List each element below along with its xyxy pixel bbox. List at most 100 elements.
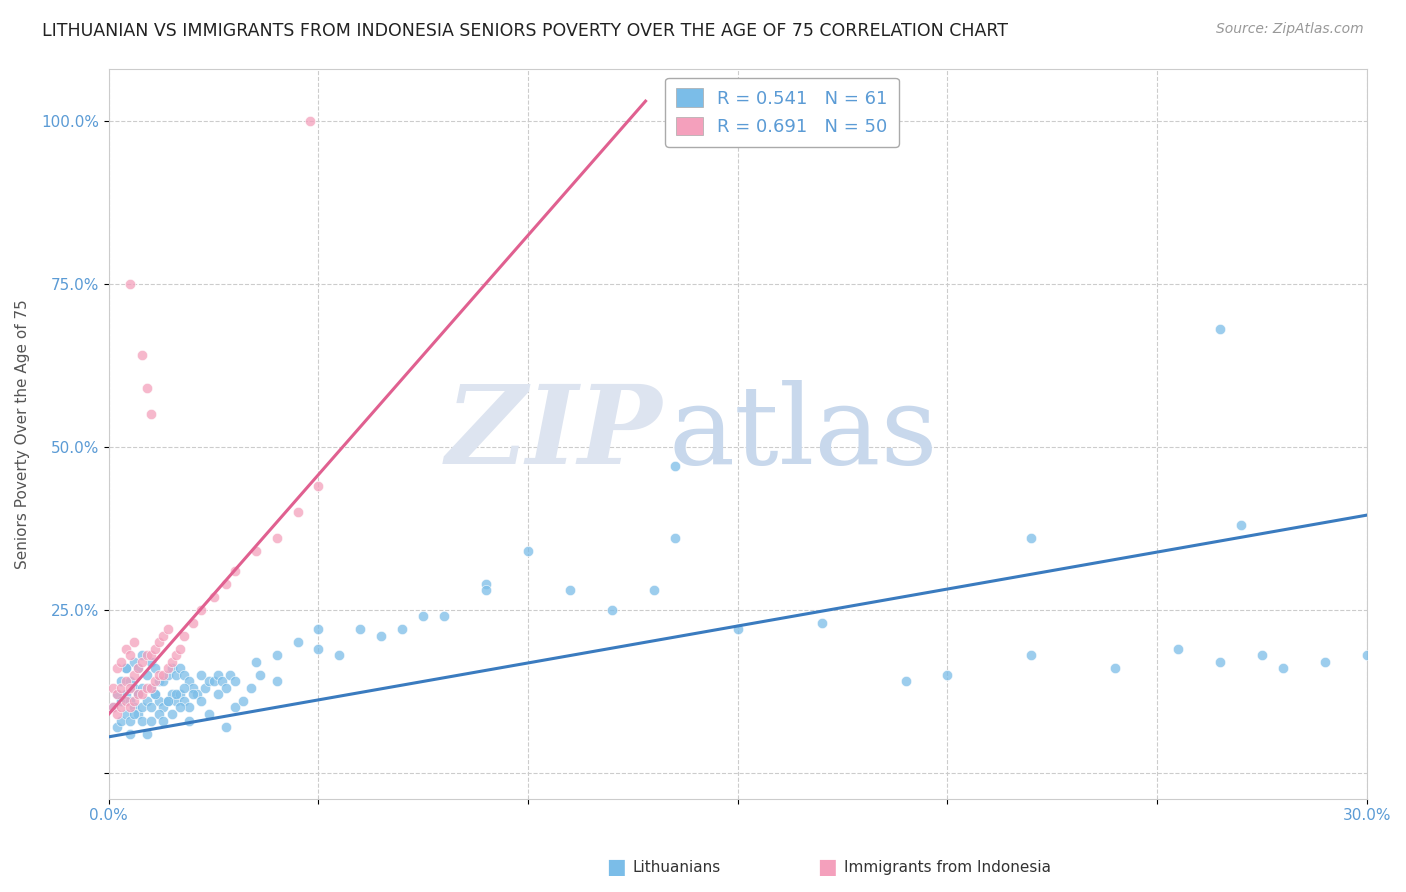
Point bbox=[181, 688, 204, 702]
Point bbox=[1209, 655, 1232, 669]
Point bbox=[215, 681, 238, 695]
Point bbox=[152, 714, 174, 728]
Point bbox=[266, 531, 288, 545]
Point bbox=[110, 694, 132, 708]
Point bbox=[156, 694, 179, 708]
Point bbox=[105, 688, 128, 702]
Point bbox=[287, 635, 309, 649]
Point bbox=[118, 648, 141, 663]
Point bbox=[152, 700, 174, 714]
Point bbox=[122, 655, 145, 669]
Point bbox=[139, 681, 162, 695]
Point bbox=[165, 688, 187, 702]
Point bbox=[127, 661, 149, 675]
Point bbox=[232, 694, 254, 708]
Point bbox=[936, 668, 959, 682]
Point bbox=[475, 576, 498, 591]
Point bbox=[148, 674, 170, 689]
Point bbox=[1209, 322, 1232, 336]
Point bbox=[110, 655, 132, 669]
Point bbox=[1021, 648, 1043, 663]
Point bbox=[664, 459, 686, 474]
Point bbox=[135, 726, 157, 740]
Point bbox=[215, 576, 238, 591]
Point bbox=[148, 668, 170, 682]
Point bbox=[110, 674, 132, 689]
Point bbox=[266, 674, 288, 689]
Text: ■: ■ bbox=[817, 857, 837, 877]
Point bbox=[148, 635, 170, 649]
Text: Immigrants from Indonesia: Immigrants from Indonesia bbox=[844, 860, 1050, 874]
Point bbox=[727, 622, 749, 636]
Point bbox=[114, 706, 136, 721]
Point bbox=[308, 479, 330, 493]
Text: ZIP: ZIP bbox=[446, 380, 662, 487]
Point bbox=[156, 622, 179, 636]
Point bbox=[122, 706, 145, 721]
Point bbox=[287, 505, 309, 519]
Point bbox=[101, 700, 124, 714]
Point bbox=[135, 668, 157, 682]
Point bbox=[110, 714, 132, 728]
Point bbox=[118, 277, 141, 291]
Point bbox=[558, 583, 581, 598]
Point bbox=[143, 641, 166, 656]
Point bbox=[156, 668, 179, 682]
Point bbox=[1355, 648, 1378, 663]
Point bbox=[143, 688, 166, 702]
Point bbox=[1104, 661, 1126, 675]
Point bbox=[181, 681, 204, 695]
Y-axis label: Seniors Poverty Over the Age of 75: Seniors Poverty Over the Age of 75 bbox=[15, 299, 30, 568]
Point bbox=[114, 641, 136, 656]
Point bbox=[169, 688, 191, 702]
Point bbox=[131, 348, 153, 362]
Point bbox=[131, 714, 153, 728]
Point bbox=[152, 668, 174, 682]
Point bbox=[114, 694, 136, 708]
Point bbox=[186, 688, 208, 702]
Text: Source: ZipAtlas.com: Source: ZipAtlas.com bbox=[1216, 22, 1364, 37]
Point bbox=[894, 674, 917, 689]
Point bbox=[190, 602, 212, 616]
Point bbox=[308, 641, 330, 656]
Point bbox=[169, 641, 191, 656]
Point bbox=[810, 615, 832, 630]
Point bbox=[664, 531, 686, 545]
Point bbox=[190, 694, 212, 708]
Point bbox=[194, 681, 217, 695]
Point bbox=[139, 714, 162, 728]
Point bbox=[152, 674, 174, 689]
Point bbox=[118, 681, 141, 695]
Point bbox=[143, 661, 166, 675]
Point bbox=[211, 674, 233, 689]
Point bbox=[131, 648, 153, 663]
Point bbox=[160, 706, 183, 721]
Point bbox=[177, 700, 200, 714]
Point bbox=[412, 609, 434, 624]
Point bbox=[165, 648, 187, 663]
Point bbox=[391, 622, 413, 636]
Point bbox=[127, 706, 149, 721]
Point bbox=[152, 629, 174, 643]
Point bbox=[118, 726, 141, 740]
Point bbox=[127, 688, 149, 702]
Point bbox=[1313, 655, 1336, 669]
Point bbox=[245, 655, 267, 669]
Point bbox=[160, 688, 183, 702]
Point bbox=[266, 648, 288, 663]
Point bbox=[349, 622, 371, 636]
Point bbox=[101, 681, 124, 695]
Legend: R = 0.541   N = 61, R = 0.691   N = 50: R = 0.541 N = 61, R = 0.691 N = 50 bbox=[665, 78, 898, 147]
Point bbox=[139, 681, 162, 695]
Point bbox=[122, 668, 145, 682]
Point bbox=[131, 688, 153, 702]
Point bbox=[105, 720, 128, 734]
Point bbox=[173, 629, 195, 643]
Point bbox=[169, 661, 191, 675]
Point bbox=[1021, 531, 1043, 545]
Point bbox=[143, 688, 166, 702]
Point bbox=[110, 700, 132, 714]
Point bbox=[118, 674, 141, 689]
Point bbox=[433, 609, 456, 624]
Point bbox=[131, 700, 153, 714]
